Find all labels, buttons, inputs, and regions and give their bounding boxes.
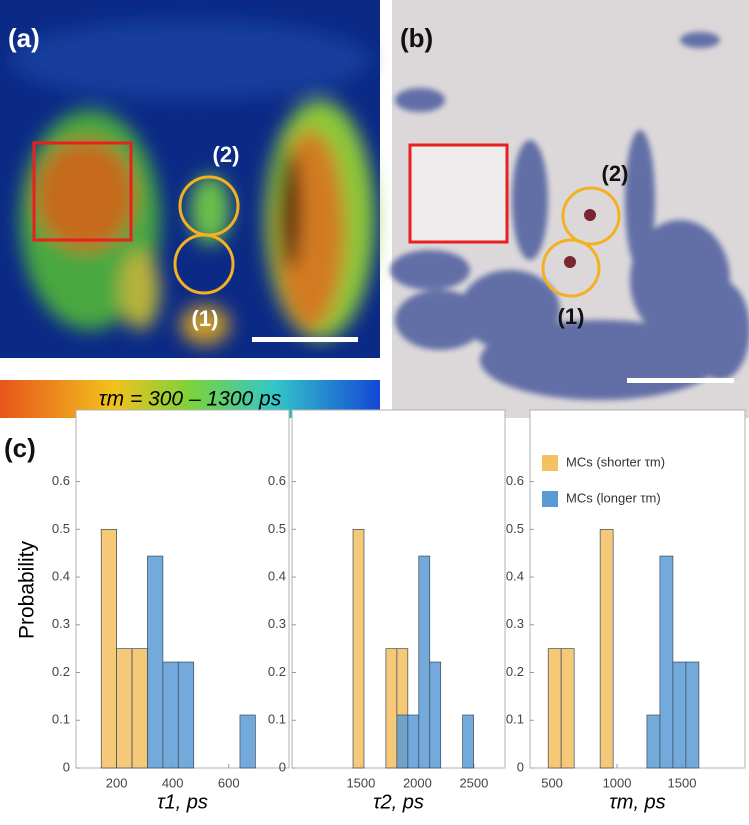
legend-swatch [542,455,558,471]
histogram-bar [462,714,474,769]
y-tick-label: 0.6 [506,473,524,488]
histogram-bar [100,528,117,769]
y-tick-label: 0.1 [506,712,524,727]
y-tick-label: 0.1 [52,712,70,727]
y-tick-label: 0 [517,759,524,774]
y-tick-label: 0.4 [52,569,70,584]
x-tick-label: 1500 [668,775,697,790]
histogram-bar [116,648,133,769]
histogram-bar [685,661,700,769]
histology-image [390,0,749,418]
y-tick-label: 0.6 [52,473,70,488]
histogram-bar [418,555,431,769]
x-tick-label: 2500 [459,775,488,790]
y-tick-label: 0.3 [52,616,70,631]
panel-label: (b) [400,23,433,53]
histogram-bar [429,661,442,769]
x-tick-label: 2000 [403,775,432,790]
x-tick-label: 400 [162,775,184,790]
histogram-bar [560,648,575,769]
fluorescence-image [0,0,380,358]
legend-label: MCs (shorter τm) [566,454,665,469]
legend-label: MCs (longer τm) [566,490,661,505]
histogram-bar [239,714,256,769]
histogram-bar [385,648,398,769]
annotation: (2) [602,161,629,186]
y-tick-label: 0.3 [268,616,286,631]
annotation: (1) [192,306,219,331]
x-tick-label: 500 [541,775,563,790]
x-tick-label: 1000 [603,775,632,790]
panel-label: (c) [4,433,36,463]
y-tick-label: 0.5 [52,521,70,536]
y-tick-label: 0.6 [268,473,286,488]
histogram-bar [659,555,674,769]
y-tick-label: 0 [279,759,286,774]
histogram-bar [672,661,687,769]
y-tick-label: 0.2 [52,664,70,679]
histogram-bar [131,648,148,769]
y-tick-label: 0.2 [268,664,286,679]
histogram-bar [162,661,179,769]
y-tick-label: 0.3 [506,616,524,631]
y-tick-label: 0 [63,759,70,774]
histogram-bar [599,528,614,769]
x-axis-label: τ1, ps [157,791,208,813]
y-tick-label: 0.2 [506,664,524,679]
histogram-bar [396,714,409,769]
histogram-bar [407,714,420,769]
y-tick-label: 0.4 [268,569,286,584]
histogram-bar [147,555,164,769]
colorbar-label: τm = 300 – 1300 ps [99,388,282,411]
annotation: (2) [213,142,240,167]
y-axis-label: Probability [16,540,39,639]
legend-swatch [542,491,558,507]
x-axis-label: τ2, ps [373,791,424,813]
x-tick-label: 1500 [346,775,375,790]
y-tick-label: 0.4 [506,569,524,584]
histogram-bar [177,661,195,769]
x-axis-label: τm, ps [609,791,665,813]
x-tick-label: 200 [106,775,128,790]
histogram-bar [646,714,661,769]
charts: 0 0.1 0.2 0.3 0.4 0.5 0.6 200 400 600 τ1, ps Probab… [16,409,746,813]
panel-label: (a) [8,23,40,53]
x-tick-label: 600 [218,775,240,790]
y-tick-label: 0.1 [268,712,286,727]
y-tick-label: 0.5 [506,521,524,536]
histogram-bar [352,528,365,769]
histogram-bar [547,648,562,769]
y-tick-label: 0.5 [268,521,286,536]
annotation: (1) [558,304,585,329]
